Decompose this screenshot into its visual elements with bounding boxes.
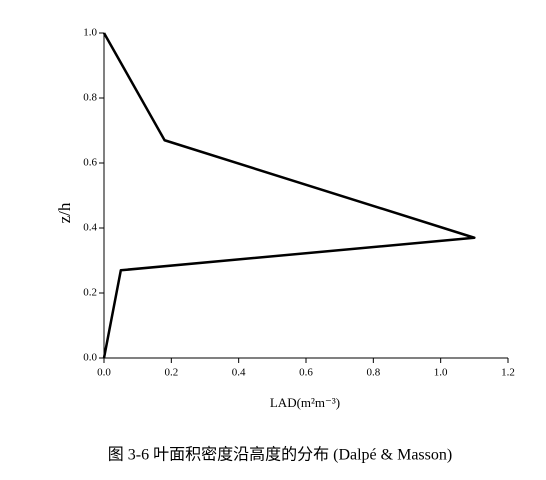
y-tick-label: 0.4 bbox=[83, 222, 97, 234]
x-tick-label: 1.2 bbox=[501, 367, 515, 379]
y-tick-label: 0.8 bbox=[83, 92, 97, 104]
x-tick-label: 0.4 bbox=[232, 367, 246, 379]
y-tick-label: 0.2 bbox=[83, 287, 97, 299]
y-axis-label: z/h bbox=[55, 202, 74, 223]
y-tick-label: 0.0 bbox=[83, 352, 97, 364]
y-tick-label: 1.0 bbox=[83, 27, 97, 39]
x-tick-label: 0.6 bbox=[299, 367, 313, 379]
x-axis-label: LAD(m²m⁻³) bbox=[270, 395, 340, 410]
y-tick-label: 0.6 bbox=[83, 157, 97, 169]
x-tick-label: 1.0 bbox=[434, 367, 448, 379]
x-tick-label: 0.0 bbox=[97, 367, 111, 379]
x-tick-label: 0.2 bbox=[164, 367, 178, 379]
x-tick-label: 0.8 bbox=[366, 367, 380, 379]
caption: 图 3-6 叶面积密度沿高度的分布 (Dalpé & Masson) bbox=[108, 446, 452, 464]
data-line bbox=[102, 32, 476, 359]
